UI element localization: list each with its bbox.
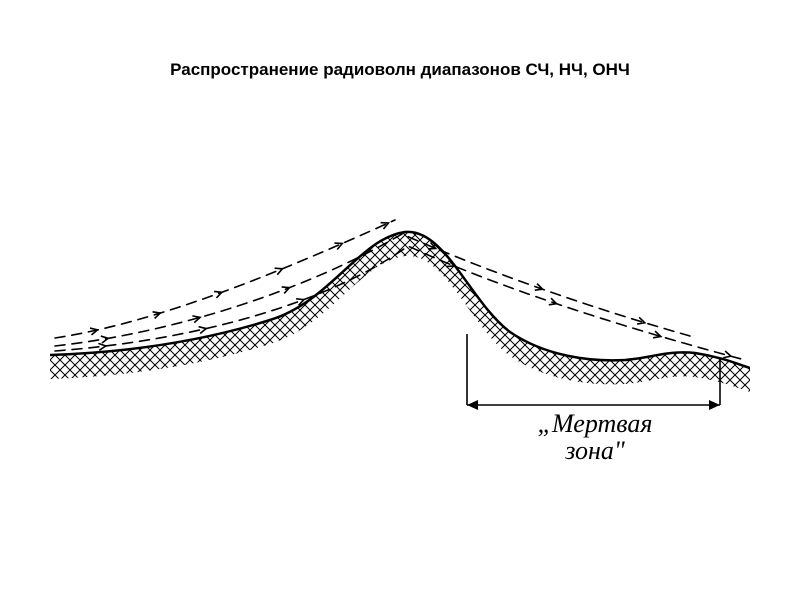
page: Распространение радиоволн диапазонов СЧ,…: [0, 0, 800, 600]
page-title: Распространение радиоволн диапазонов СЧ,…: [0, 60, 800, 80]
dead-zone-label: „Мертвая зона": [495, 410, 695, 465]
diagram-container: „Мертвая зона": [50, 210, 750, 490]
